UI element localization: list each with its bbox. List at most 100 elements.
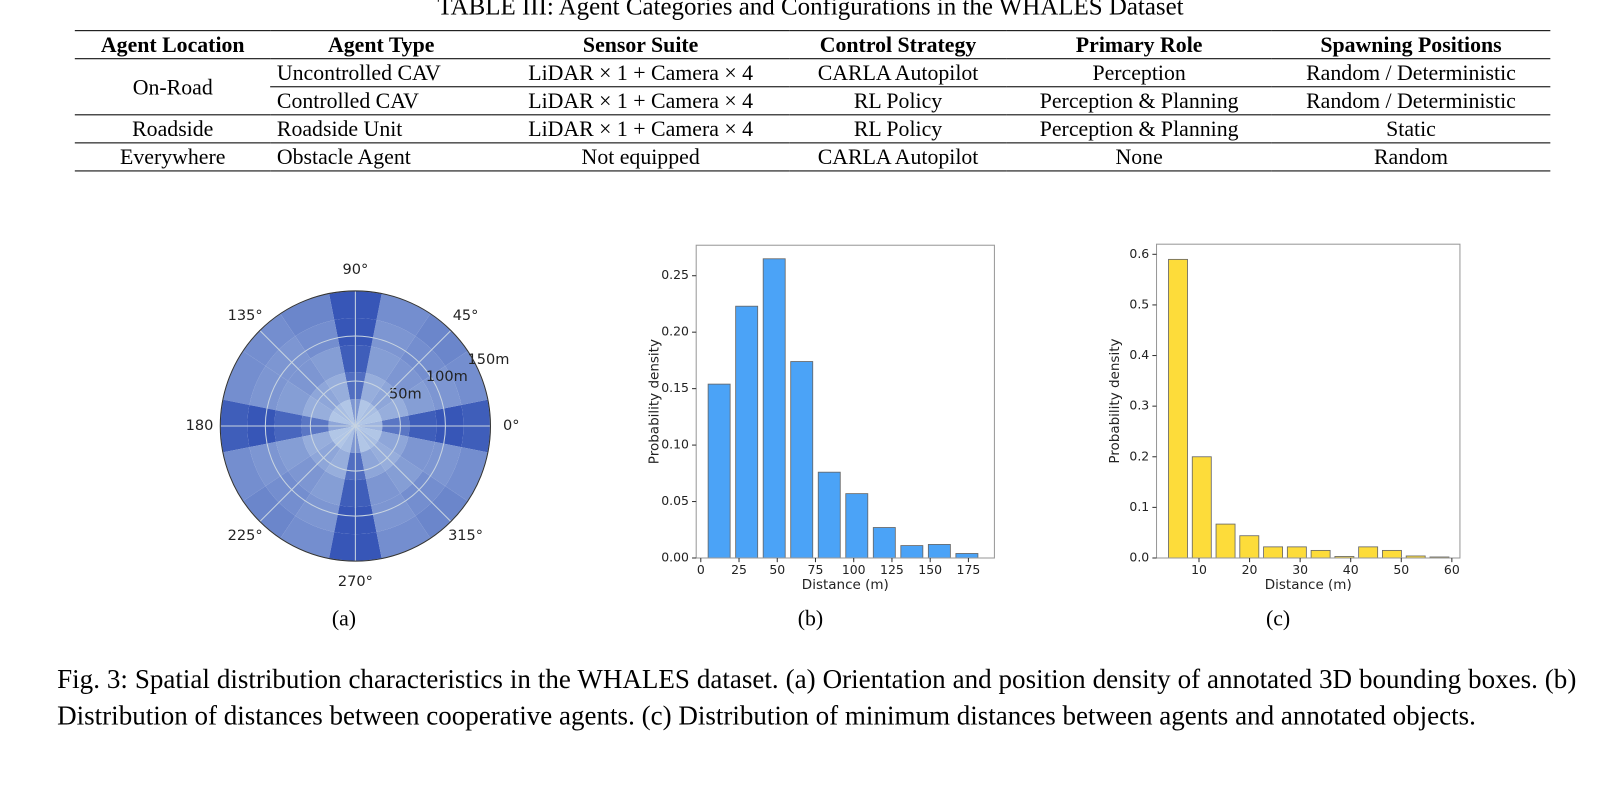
y-axis-label: Probability density <box>647 339 663 464</box>
heat-cell <box>328 411 356 427</box>
table-cell: Perception <box>1006 58 1272 88</box>
angle-tick-label: 315° <box>448 528 483 544</box>
angle-tick-label: 0° <box>503 418 520 434</box>
heat-cell <box>295 493 340 533</box>
heat-cell <box>275 436 311 472</box>
table-cell: LiDAR × 1 + Camera × 4 <box>491 58 790 88</box>
table-cell: Controlled CAV <box>270 86 492 116</box>
heat-cell <box>249 441 288 487</box>
y-tick-label: 0.3 <box>1129 398 1149 413</box>
table: Agent Location Agent Type Sensor Suite Cont… <box>74 30 1551 172</box>
y-tick-label: 0.4 <box>1129 347 1149 362</box>
bar <box>707 383 731 559</box>
heat-cell <box>371 320 416 359</box>
table-cell: Static <box>1271 114 1551 144</box>
x-tick-label: 25 <box>731 562 747 577</box>
heat-cell <box>222 447 266 502</box>
x-tick-label: 0 <box>697 562 705 577</box>
y-tick-label: 0.20 <box>661 324 689 339</box>
table-cell: RL Policy <box>789 114 1007 144</box>
heat-cell <box>325 373 351 404</box>
table-cell: None <box>1006 142 1272 172</box>
x-tick-label: 175 <box>957 562 981 577</box>
angle-tick-label: 45° <box>453 308 479 324</box>
heat-cell <box>340 399 356 427</box>
table-caption: TABLE III: Agent Categories and Configur… <box>437 0 1184 21</box>
bar <box>845 493 869 559</box>
table-row: Controlled CAV LiDAR × 1 + Camera × 4 RL P… <box>75 86 1551 116</box>
header-cell: Agent Location <box>74 30 271 60</box>
y-tick-label: 0.5 <box>1129 296 1149 311</box>
heat-cell <box>360 373 386 404</box>
bar <box>1191 456 1212 559</box>
bar <box>1263 546 1284 559</box>
location-cell: On-Road <box>74 58 271 116</box>
bar <box>1381 549 1402 559</box>
angular-grid <box>259 425 356 522</box>
bar <box>1358 546 1379 559</box>
angular-grid <box>259 330 356 427</box>
table-cell: RL Policy <box>789 86 1007 116</box>
bar <box>762 258 786 559</box>
heat-cell <box>422 441 462 487</box>
table-cell: Not equipped <box>491 142 790 172</box>
heat-cell <box>355 426 371 453</box>
heat-cell <box>445 350 488 405</box>
table-cell: Random <box>1271 142 1551 172</box>
subfigure-label: (c) <box>1266 606 1290 630</box>
x-tick-label: 60 <box>1444 562 1460 577</box>
heat-cell <box>340 426 356 453</box>
table-cell: LiDAR × 1 + Camera × 4 <box>491 114 790 144</box>
heat-cell <box>400 436 435 472</box>
x-tick-label: 100 <box>842 562 866 577</box>
heat-cell <box>310 470 345 506</box>
heat-cell <box>376 293 431 337</box>
heat-cell <box>371 493 416 533</box>
header-cell: Sensor Suite <box>491 30 790 60</box>
y-tick-label: 0.00 <box>661 549 689 564</box>
polar-frame <box>219 290 491 562</box>
table-row: Roadside Roadside Unit LiDAR × 1 + Camera … <box>74 114 1551 144</box>
header-row: Agent Location Agent Type Sensor Suite Cont… <box>74 30 1551 60</box>
angle-tick-label: 135° <box>228 308 263 324</box>
heat-cell <box>302 396 333 421</box>
axes-frame <box>695 244 995 559</box>
angle-tick-label: 90° <box>342 262 368 278</box>
heat-cell <box>365 346 401 382</box>
x-tick-label: 150 <box>918 562 942 577</box>
heat-cell <box>310 346 345 382</box>
heat-cell <box>445 447 488 502</box>
x-tick-label: 20 <box>1242 562 1258 577</box>
radial-tick-label: 50m <box>389 386 422 402</box>
table-cell: Roadside Unit <box>270 114 492 144</box>
x-tick-label: 50 <box>769 562 785 577</box>
bar <box>1239 535 1260 559</box>
x-tick-label: 40 <box>1343 562 1359 577</box>
location-cell: Everywhere <box>74 142 271 172</box>
bar <box>1215 523 1236 559</box>
heat-cell <box>365 470 401 506</box>
radial-tick-label: 150m <box>468 352 510 368</box>
table-cell: Random / Deterministic <box>1271 86 1551 116</box>
heat-cell <box>249 365 288 411</box>
y-tick-label: 0.2 <box>1129 448 1149 463</box>
table-cell: Random / Deterministic <box>1271 58 1551 88</box>
header-cell: Control Strategy <box>789 30 1007 60</box>
table-row: Everywhere Obstacle Agent Not equipped CARL… <box>74 142 1551 172</box>
heat-cell <box>302 431 333 457</box>
y-tick-label: 0.15 <box>661 380 689 395</box>
table-cell: Obstacle Agent <box>270 142 492 172</box>
heat-cell <box>376 515 431 559</box>
bar <box>790 361 814 559</box>
x-tick-label: 10 <box>1191 562 1207 577</box>
y-tick-label: 0.0 <box>1129 549 1149 564</box>
axes-frame <box>1155 243 1461 559</box>
header-cell: Agent Type <box>270 30 492 60</box>
y-tick-label: 0.6 <box>1129 246 1149 261</box>
heat-cell <box>222 350 266 405</box>
header-cell: Spawning Positions <box>1271 30 1551 60</box>
x-tick-label: 30 <box>1292 562 1308 577</box>
x-axis-label: Distance (m) <box>1265 577 1352 593</box>
heat-cell <box>275 381 311 416</box>
